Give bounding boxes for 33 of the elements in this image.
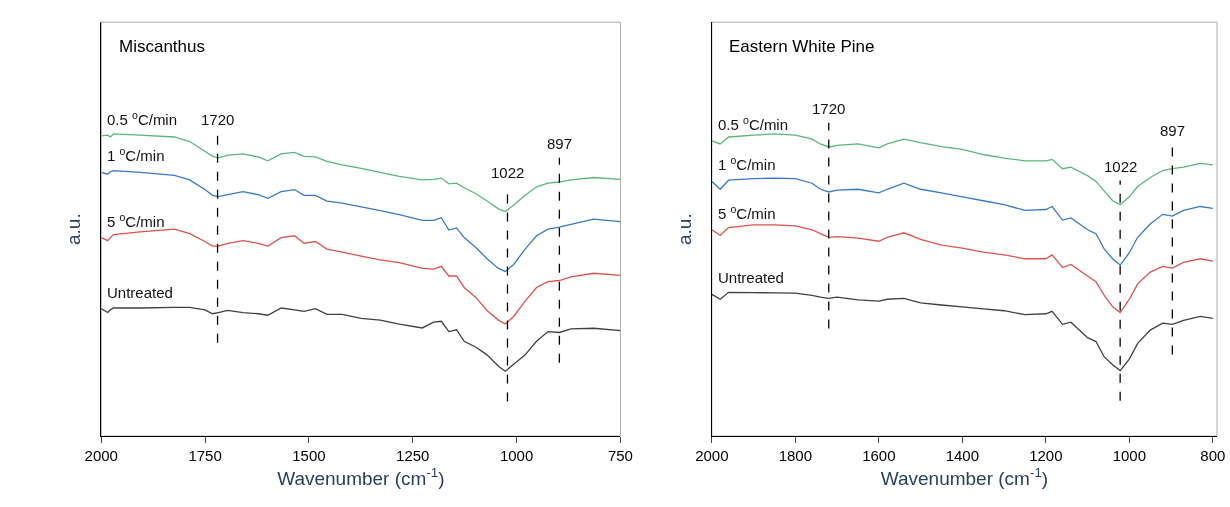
series-label: 5 $^{o}$C/min bbox=[718, 203, 776, 223]
series-label: 1 $^{o}$C/min bbox=[718, 154, 776, 174]
x-tick-label: 1400 bbox=[945, 447, 980, 465]
ref-line-label: 897 bbox=[1160, 122, 1186, 139]
series-label: 0.5 $^{o}$C/min bbox=[718, 114, 789, 134]
y-axis-title: a.u. bbox=[673, 213, 695, 245]
x-tick-label: 1500 bbox=[292, 447, 326, 465]
x-tick-label: 1000 bbox=[499, 447, 534, 465]
x-tick-label: 1800 bbox=[778, 447, 813, 465]
x-tick-label: 2000 bbox=[84, 447, 118, 465]
series-label: 1 $^{o}$C/min bbox=[107, 145, 165, 165]
x-tick-label: 1600 bbox=[862, 447, 896, 465]
chart-title: Miscanthus bbox=[119, 37, 205, 56]
series-label: 5 $^{o}$C/min bbox=[107, 211, 165, 231]
x-tick-label: 1200 bbox=[1029, 447, 1063, 465]
x-tick-label: 2000 bbox=[695, 447, 729, 465]
series-label: Untreated bbox=[107, 284, 173, 301]
y-axis-title: a.u. bbox=[63, 213, 85, 245]
x-axis-title: Wavenumber (cm$^{-1}$) bbox=[880, 464, 1049, 489]
x-tick-label: 1250 bbox=[396, 447, 430, 465]
chart-title: Eastern White Pine bbox=[729, 37, 875, 56]
x-axis-title: Wavenumber (cm$^{-1}$) bbox=[277, 464, 445, 489]
ref-line-label: 1022 bbox=[1104, 158, 1138, 175]
ref-line-label: 1720 bbox=[812, 100, 846, 117]
x-tick-label: 1750 bbox=[188, 447, 222, 465]
x-tick-label: 800 bbox=[1200, 447, 1226, 465]
x-tick-label: 750 bbox=[607, 447, 633, 465]
ref-line-label: 1022 bbox=[491, 164, 525, 181]
series-label: 0.5 $^{o}$C/min bbox=[107, 109, 178, 129]
x-tick-label: 1000 bbox=[1112, 447, 1147, 465]
ref-line-label: 1720 bbox=[201, 111, 235, 128]
ref-line-label: 897 bbox=[547, 135, 573, 152]
series-label: Untreated bbox=[718, 269, 784, 286]
